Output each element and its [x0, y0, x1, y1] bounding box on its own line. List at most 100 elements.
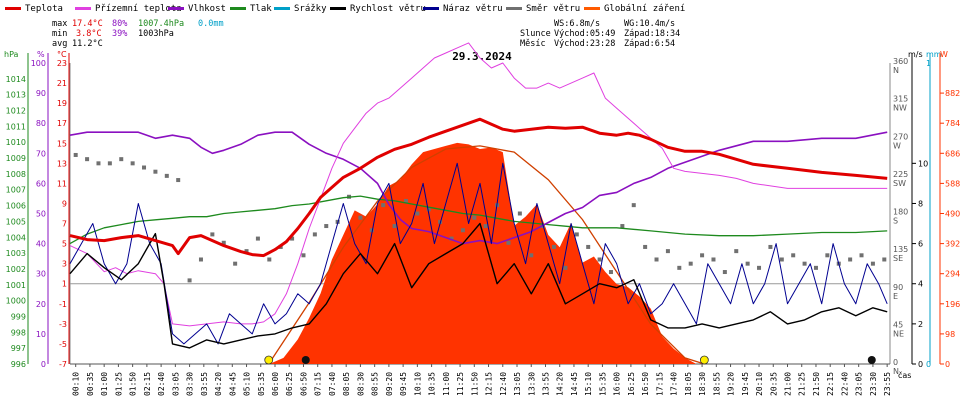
direction-point — [711, 257, 716, 262]
sunrise-marker — [264, 355, 274, 365]
stats-min-hum: 39% — [112, 29, 127, 39]
time-tick-label: 18:05 — [684, 372, 693, 396]
direction-point — [654, 257, 659, 262]
temperature-tick-label: -5 — [59, 340, 67, 349]
stats-min-temp: 3.8°C — [76, 29, 102, 39]
pressure-tick-label: 1013 — [6, 91, 26, 100]
chart-title: 29.3.2024 — [452, 50, 512, 63]
pressure-line — [69, 195, 888, 245]
direction-point — [210, 232, 215, 237]
pressure-tick-label: 996 — [11, 360, 26, 369]
direction-point — [85, 157, 90, 162]
direction-tick-letter: N — [893, 367, 899, 376]
time-tick-label: 15:10 — [584, 372, 593, 396]
svg-text:Teplota: Teplota — [25, 4, 63, 14]
humidity-tick-label: 0 — [41, 360, 46, 369]
precip-tick-label: 1 — [926, 59, 931, 68]
pressure-tick-label: 999 — [11, 312, 26, 321]
radiation-tick-label: 686 — [945, 149, 960, 158]
time-tick-label: 21:25 — [798, 372, 807, 396]
time-tick-label: 00:35 — [86, 372, 95, 396]
direction-point — [403, 198, 408, 203]
direction-point — [267, 257, 272, 262]
radiation-tick-label: 588 — [945, 179, 960, 188]
stats-min-press: 1003hPa — [138, 29, 174, 39]
direction-point — [176, 178, 181, 183]
svg-text:Rychlost větru: Rychlost větru — [350, 4, 426, 14]
wind-tick-label: 6 — [918, 240, 923, 249]
direction-point — [802, 261, 807, 266]
humidity-tick-label: 40 — [36, 240, 46, 249]
temperature-tick-label: 19 — [57, 99, 67, 108]
legend-item-rychlost-vetru: Rychlost větru — [330, 4, 426, 14]
temperature-tick-label: -1 — [59, 300, 67, 309]
time-tick-label: 19:20 — [727, 372, 736, 396]
time-tick-label: 22:40 — [840, 372, 849, 396]
direction-point — [665, 249, 670, 254]
info-moon-label: Měsíc — [520, 39, 546, 49]
temperature-line — [69, 117, 888, 258]
direction-point — [631, 203, 636, 208]
time-tick-label: 20:10 — [755, 372, 764, 396]
direction-point — [449, 236, 454, 241]
direction-point — [381, 203, 386, 208]
time-tick-label: 17:40 — [670, 372, 679, 396]
time-tick-label: 16:50 — [641, 372, 650, 396]
time-tick-label: 21:00 — [784, 372, 793, 396]
direction-point — [187, 278, 192, 283]
unit-pct: % — [37, 50, 45, 59]
time-tick-label: 08:05 — [342, 372, 351, 396]
pressure-tick-label: 1003 — [6, 249, 26, 258]
time-tick-label: 05:35 — [257, 372, 266, 396]
time-tick-label: 20:35 — [769, 372, 778, 396]
stats-avg-label: avg — [52, 39, 67, 49]
time-tick-label: 07:40 — [328, 372, 337, 396]
info-ws: WS:6.8m/s — [554, 19, 600, 29]
time-tick-label: 01:00 — [100, 372, 109, 396]
time-tick-label: 04:20 — [214, 372, 223, 396]
direction-tick-label: 270 — [893, 132, 908, 141]
axis-units: hPa % °C m/s mm W čas — [4, 50, 948, 380]
radiation-tick-label: 294 — [945, 270, 960, 279]
unit-hpa: hPa — [4, 50, 19, 59]
svg-text:Srážky: Srážky — [294, 4, 327, 14]
radiation-layer — [268, 142, 705, 365]
time-tick-label: 19:45 — [741, 372, 750, 396]
pressure-tick-label: 998 — [11, 328, 26, 337]
wind-speed-line — [69, 222, 888, 349]
pressure-tick-label: 1014 — [6, 75, 26, 84]
direction-point — [130, 161, 135, 166]
temperature-tick-label: 7 — [62, 220, 67, 229]
direction-point — [848, 257, 853, 262]
radiation-tick-label: 0 — [945, 360, 950, 369]
temperature-tick-label: 3 — [62, 260, 67, 269]
time-tick-label: 01:25 — [114, 372, 123, 396]
direction-point — [415, 211, 420, 216]
moonset-marker — [301, 356, 310, 364]
direction-point — [870, 261, 875, 266]
humidity-tick-label: 30 — [36, 270, 46, 279]
time-tick-label: 02:40 — [157, 372, 166, 396]
stats-max-label: max — [52, 19, 67, 29]
stats-precip: 0.0mm — [198, 19, 224, 29]
time-tick-label: 21:50 — [812, 372, 821, 396]
stats-min-label: min — [52, 29, 67, 39]
temperature-tick-label: 15 — [57, 139, 67, 148]
direction-point — [460, 228, 465, 233]
direction-tick-label: 315 — [893, 95, 908, 104]
direction-point — [107, 161, 112, 166]
wind-tick-label: 10 — [918, 159, 928, 168]
radiation-area — [269, 142, 697, 364]
time-tick-label: 11:25 — [456, 372, 465, 396]
pressure-tick-label: 1012 — [6, 107, 26, 116]
time-tick-label: 22:15 — [826, 372, 835, 396]
legend-item-srazky: Srážky — [274, 4, 327, 14]
direction-tick-label: 225 — [893, 170, 908, 179]
svg-text:Náraz větru: Náraz větru — [443, 4, 503, 14]
time-tick-label: 23:05 — [855, 372, 864, 396]
radiation-tick-label: 784 — [945, 119, 960, 128]
time-tick-label: 05:10 — [243, 372, 252, 396]
direction-point — [791, 253, 796, 258]
direction-point — [164, 173, 169, 178]
